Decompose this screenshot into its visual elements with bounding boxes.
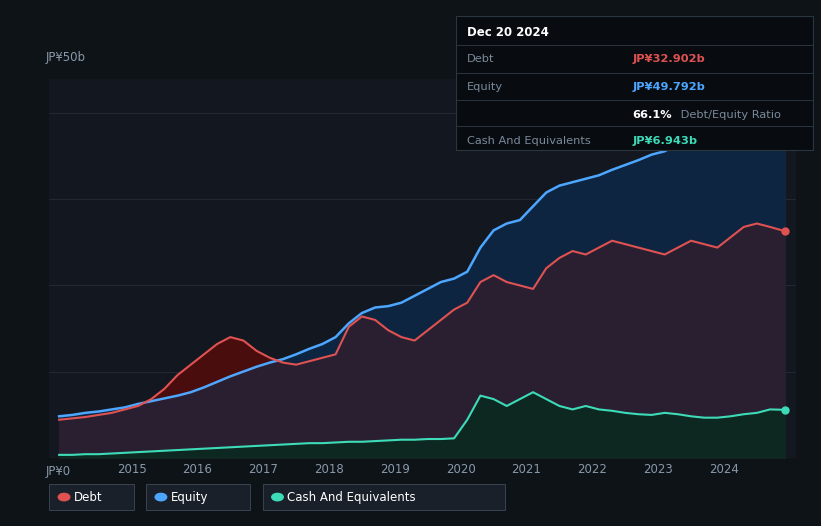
- Text: Equity: Equity: [171, 491, 209, 503]
- Point: [778, 227, 791, 235]
- Point: [778, 110, 791, 119]
- Text: JP¥6.943b: JP¥6.943b: [632, 136, 697, 146]
- Text: Cash And Equivalents: Cash And Equivalents: [467, 136, 591, 146]
- Text: JP¥50b: JP¥50b: [45, 50, 85, 64]
- Point: [778, 406, 791, 414]
- Text: Debt/Equity Ratio: Debt/Equity Ratio: [677, 109, 782, 120]
- Text: Dec 20 2024: Dec 20 2024: [467, 26, 549, 39]
- Text: Equity: Equity: [467, 82, 503, 93]
- Text: Cash And Equivalents: Cash And Equivalents: [287, 491, 416, 503]
- Text: JP¥0: JP¥0: [45, 465, 71, 478]
- Text: 66.1%: 66.1%: [632, 109, 672, 120]
- Text: JP¥49.792b: JP¥49.792b: [632, 82, 705, 93]
- Text: Debt: Debt: [467, 54, 494, 65]
- Text: Debt: Debt: [74, 491, 103, 503]
- Text: JP¥32.902b: JP¥32.902b: [632, 54, 705, 65]
